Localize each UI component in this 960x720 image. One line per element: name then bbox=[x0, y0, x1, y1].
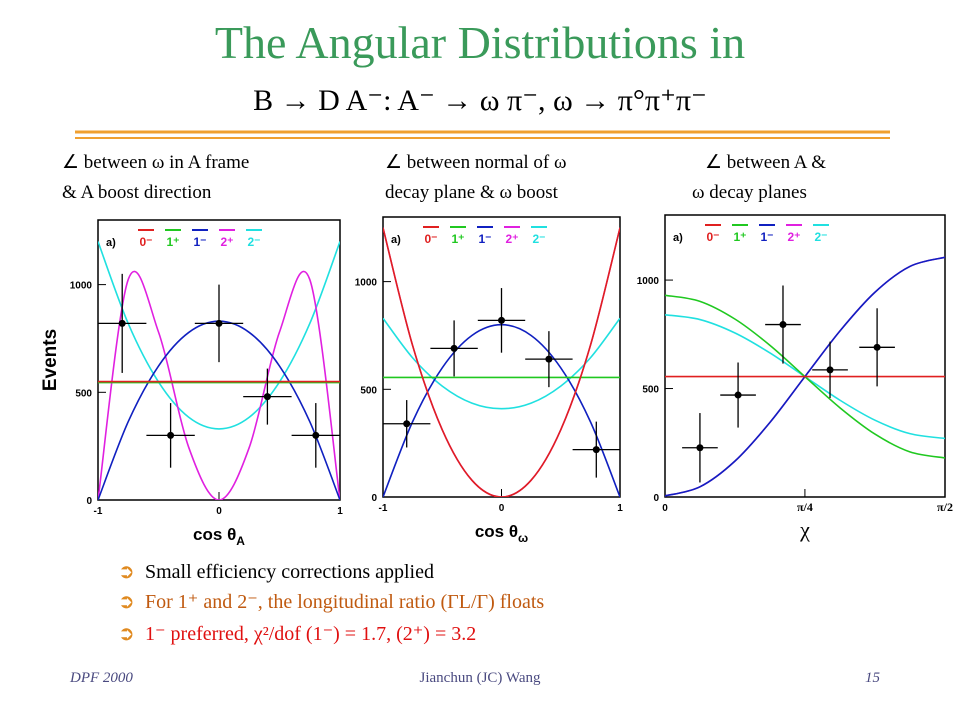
data-point bbox=[312, 431, 320, 439]
x-axis-label: cos θA bbox=[193, 525, 245, 548]
y-tick-label: 1000 bbox=[355, 278, 378, 289]
x-tick-label: -1 bbox=[379, 503, 388, 514]
curve bbox=[98, 241, 340, 430]
data-point bbox=[779, 321, 787, 329]
x-axis-label-main: cos θ bbox=[475, 522, 518, 541]
panel-label: a) bbox=[673, 232, 683, 244]
x-axis-label-main: χ bbox=[799, 517, 810, 542]
legend-label: 2⁺ bbox=[787, 230, 800, 244]
data-point bbox=[696, 444, 704, 452]
caption: ∠ between A & bbox=[705, 152, 826, 173]
data-point bbox=[263, 393, 271, 401]
legend-label: 2⁺ bbox=[505, 232, 518, 246]
legend-label: 1⁺ bbox=[451, 232, 464, 246]
y-tick-label: 500 bbox=[642, 385, 659, 396]
caption: ∠ between ω in A frame bbox=[62, 152, 249, 173]
data-point bbox=[592, 446, 600, 454]
y-tick-label: 500 bbox=[360, 385, 377, 396]
y-tick-label: 500 bbox=[75, 388, 92, 399]
x-axis-label-sub: ω bbox=[518, 531, 528, 545]
y-tick-label: 0 bbox=[653, 493, 659, 504]
bullet: For 1⁺ and 2⁻, the longitudinal ratio (Γ… bbox=[145, 591, 544, 613]
x-axis-label-main: cos θ bbox=[193, 525, 236, 544]
footer-right: 15 bbox=[865, 670, 881, 686]
panel-label: a) bbox=[391, 234, 401, 246]
caption: ω decay planes bbox=[692, 182, 807, 203]
x-tick-label: 0 bbox=[499, 503, 505, 514]
y-tick-label: 0 bbox=[86, 496, 92, 507]
data-point bbox=[403, 420, 411, 428]
y-tick-label: 0 bbox=[371, 493, 377, 504]
x-tick-label: π/4 bbox=[797, 500, 813, 514]
x-tick-label: 0 bbox=[662, 503, 668, 514]
curve bbox=[98, 270, 340, 500]
y-tick-label: 1000 bbox=[70, 281, 93, 292]
x-tick-label: 1 bbox=[337, 506, 343, 517]
caption: ∠ between normal of ω bbox=[385, 152, 566, 173]
legend-label: 0⁻ bbox=[706, 230, 719, 244]
x-axis-label: χ bbox=[799, 517, 810, 542]
title: The Angular Distributions in bbox=[215, 17, 745, 68]
x-tick-label: 1 bbox=[617, 503, 623, 514]
bullet-icon: ➲ bbox=[118, 561, 135, 583]
panel-label: a) bbox=[106, 237, 116, 249]
bullet-list: ➲ Small efficiency corrections applied ➲… bbox=[118, 561, 544, 645]
data-point bbox=[873, 343, 881, 351]
legend-label: 2⁺ bbox=[220, 235, 233, 249]
caption: & A boost direction bbox=[62, 182, 212, 203]
legend-label: 2⁻ bbox=[532, 232, 545, 246]
footer-center: Jianchun (JC) Wang bbox=[420, 670, 541, 686]
curve bbox=[383, 317, 620, 410]
footer-left: DPF 2000 bbox=[69, 670, 133, 686]
y-axis-label: Events bbox=[40, 329, 61, 391]
legend-label: 1⁻ bbox=[760, 230, 773, 244]
curve bbox=[383, 227, 620, 497]
data-point bbox=[118, 319, 126, 327]
caption: decay plane & ω boost bbox=[385, 182, 559, 203]
y-tick-label: 1000 bbox=[637, 276, 660, 287]
bullet: 1⁻ preferred, χ²/dof (1⁻) = 1.7, (2⁺) = … bbox=[145, 623, 476, 645]
legend-label: 1⁺ bbox=[166, 235, 179, 249]
data-point bbox=[545, 355, 553, 363]
legend-label: 1⁺ bbox=[733, 230, 746, 244]
x-tick-label: π/2 bbox=[937, 500, 953, 514]
legend-label: 1⁻ bbox=[193, 235, 206, 249]
legend-label: 0⁻ bbox=[139, 235, 152, 249]
data-point bbox=[734, 391, 742, 399]
x-tick-label: 0 bbox=[216, 506, 222, 517]
bullet: Small efficiency corrections applied bbox=[145, 561, 434, 583]
data-point bbox=[167, 431, 175, 439]
x-tick-label: -1 bbox=[94, 506, 103, 517]
subtitle: B → D A⁻: A⁻ → ω π⁻, ω → π°π⁺π⁻ bbox=[253, 84, 707, 117]
legend-label: 0⁻ bbox=[424, 232, 437, 246]
legend-label: 2⁻ bbox=[814, 230, 827, 244]
plot: 0 500 1000 0 π/4 π/2 χ a) 0⁻ 1⁺ 1⁻ 2⁺ 2⁻ bbox=[637, 214, 953, 542]
bullet-icon: ➲ bbox=[118, 591, 135, 613]
data-point bbox=[498, 316, 505, 324]
x-axis-label-sub: A bbox=[236, 534, 245, 548]
data-point bbox=[450, 344, 458, 352]
legend-label: 1⁻ bbox=[478, 232, 491, 246]
x-axis-label: cos θω bbox=[475, 522, 528, 545]
data-point bbox=[215, 319, 223, 327]
data-point bbox=[826, 366, 834, 374]
legend-label: 2⁻ bbox=[247, 235, 260, 249]
bullet-icon: ➲ bbox=[118, 623, 135, 645]
